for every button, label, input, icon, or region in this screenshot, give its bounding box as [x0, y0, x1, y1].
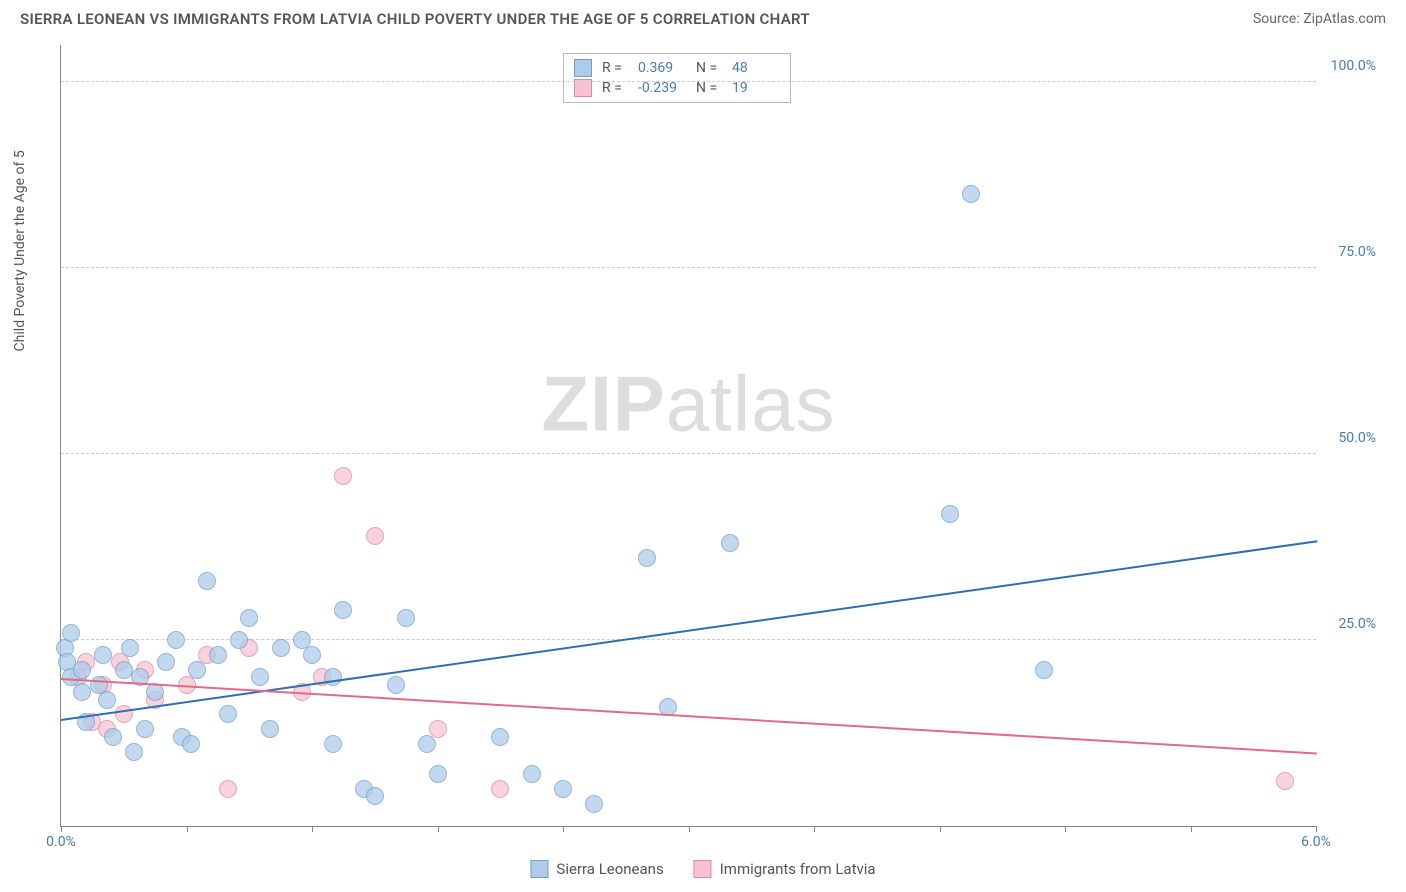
y-tick-label: 100.0% [1331, 58, 1376, 74]
r-value-series2: -0.239 [638, 80, 686, 96]
legend-item-series1: Sierra Leoneans [530, 860, 663, 878]
source-attribution: Source: ZipAtlas.com [1253, 11, 1386, 27]
n-value-series1: 48 [732, 60, 780, 76]
trendline-series1 [61, 540, 1317, 721]
scatter-point-series1 [136, 720, 154, 738]
scatter-point-series1 [125, 743, 143, 761]
gridline [61, 267, 1316, 268]
bottom-legend: Sierra Leoneans Immigrants from Latvia [530, 860, 875, 878]
scatter-point-series1 [721, 534, 739, 552]
scatter-point-series1 [387, 676, 405, 694]
swatch-series1 [530, 860, 548, 878]
y-tick-label: 75.0% [1338, 244, 1376, 260]
scatter-point-series1 [167, 631, 185, 649]
legend-label-series1: Sierra Leoneans [556, 860, 663, 878]
x-tick-label-left: 0.0% [46, 834, 76, 850]
r-label: R = [602, 60, 628, 76]
gridline [61, 453, 1316, 454]
y-tick-label: 25.0% [1338, 616, 1376, 632]
scatter-point-series1 [157, 653, 175, 671]
source-name: ZipAtlas.com [1303, 11, 1386, 27]
source-label: Source: [1253, 11, 1300, 27]
x-tick [940, 826, 941, 832]
trendline-series2 [61, 678, 1317, 754]
x-tick [438, 826, 439, 832]
legend-item-series2: Immigrants from Latvia [694, 860, 876, 878]
x-tick [563, 826, 564, 832]
scatter-point-series1 [62, 624, 80, 642]
scatter-point-series1 [188, 661, 206, 679]
chart-title: SIERRA LEONEAN VS IMMIGRANTS FROM LATVIA… [20, 10, 810, 28]
scatter-point-series1 [209, 646, 227, 664]
scatter-point-series1 [1035, 661, 1053, 679]
plot-area: ZIPatlas R = 0.369 N = 48 R = -0.239 N =… [60, 45, 1316, 827]
scatter-point-series1 [182, 735, 200, 753]
x-tick [689, 826, 690, 832]
scatter-point-series1 [272, 639, 290, 657]
x-tick [312, 826, 313, 832]
r-label: R = [602, 80, 628, 96]
legend-label-series2: Immigrants from Latvia [720, 860, 876, 878]
watermark-light: atlas [666, 360, 836, 448]
scatter-point-series1 [98, 691, 116, 709]
x-tick [61, 826, 62, 832]
scatter-point-series1 [585, 795, 603, 813]
stats-legend-box: R = 0.369 N = 48 R = -0.239 N = 19 [563, 53, 791, 103]
n-value-series2: 19 [732, 80, 780, 96]
gridline [61, 81, 1316, 82]
scatter-point-series1 [230, 631, 248, 649]
scatter-point-series1 [324, 735, 342, 753]
r-value-series1: 0.369 [638, 60, 686, 76]
scatter-point-series1 [115, 661, 133, 679]
x-tick [187, 826, 188, 832]
scatter-point-series1 [73, 661, 91, 679]
scatter-point-series2 [366, 527, 384, 545]
scatter-point-series1 [121, 639, 139, 657]
scatter-point-series1 [397, 609, 415, 627]
scatter-point-series1 [418, 735, 436, 753]
scatter-point-series1 [198, 572, 216, 590]
scatter-point-series1 [554, 780, 572, 798]
y-axis-label: Child Poverty Under the Age of 5 [12, 150, 28, 351]
scatter-point-series1 [962, 185, 980, 203]
scatter-point-series2 [491, 780, 509, 798]
swatch-series2 [694, 860, 712, 878]
scatter-point-series1 [240, 609, 258, 627]
x-tick [1316, 826, 1317, 832]
scatter-point-series1 [429, 765, 447, 783]
scatter-point-series1 [638, 549, 656, 567]
watermark: ZIPatlas [541, 359, 835, 450]
x-tick-label-right: 6.0% [1301, 834, 1331, 850]
n-label: N = [696, 60, 722, 76]
scatter-point-series1 [251, 668, 269, 686]
x-tick [1191, 826, 1192, 832]
scatter-point-series2 [219, 780, 237, 798]
chart-container: Child Poverty Under the Age of 5 ZIPatla… [50, 40, 1386, 847]
scatter-point-series1 [366, 787, 384, 805]
scatter-point-series1 [104, 728, 122, 746]
scatter-point-series1 [334, 601, 352, 619]
scatter-point-series1 [303, 646, 321, 664]
x-tick [1065, 826, 1066, 832]
scatter-point-series1 [261, 720, 279, 738]
scatter-point-series2 [1276, 772, 1294, 790]
scatter-point-series1 [94, 646, 112, 664]
scatter-point-series1 [523, 765, 541, 783]
n-label: N = [696, 80, 722, 96]
stats-row-series1: R = 0.369 N = 48 [574, 58, 780, 78]
scatter-point-series2 [334, 467, 352, 485]
scatter-point-series1 [324, 668, 342, 686]
y-tick-label: 50.0% [1338, 430, 1376, 446]
scatter-point-series1 [219, 705, 237, 723]
scatter-point-series1 [491, 728, 509, 746]
watermark-bold: ZIP [541, 360, 665, 448]
scatter-point-series1 [941, 505, 959, 523]
scatter-point-series1 [73, 683, 91, 701]
x-tick [814, 826, 815, 832]
swatch-series1 [574, 59, 592, 77]
